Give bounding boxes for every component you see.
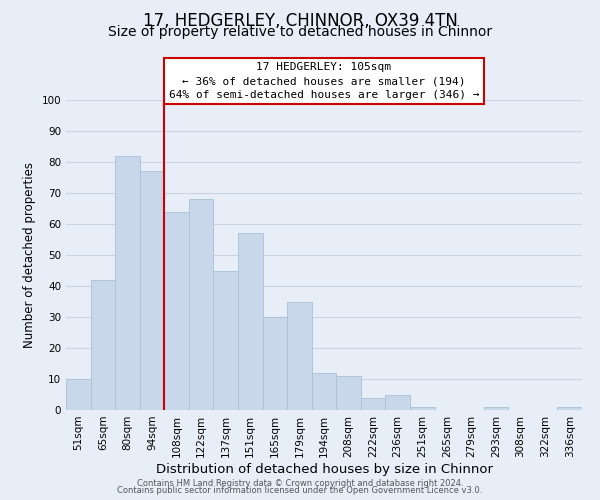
Bar [140,172,164,410]
Text: 17 HEDGERLEY: 105sqm
← 36% of detached houses are smaller (194)
64% of semi-deta: 17 HEDGERLEY: 105sqm ← 36% of detached h… [169,62,479,100]
Bar [115,156,140,410]
Bar [238,234,263,410]
Text: Contains public sector information licensed under the Open Government Licence v3: Contains public sector information licen… [118,486,482,495]
Bar [66,379,91,410]
Bar [214,270,238,410]
Bar [361,398,385,410]
Bar [287,302,312,410]
X-axis label: Distribution of detached houses by size in Chinnor: Distribution of detached houses by size … [155,462,493,475]
Bar [410,407,434,410]
Bar [557,407,582,410]
Bar [189,199,214,410]
Bar [385,394,410,410]
Text: 17, HEDGERLEY, CHINNOR, OX39 4TN: 17, HEDGERLEY, CHINNOR, OX39 4TN [143,12,457,30]
Text: Contains HM Land Registry data © Crown copyright and database right 2024.: Contains HM Land Registry data © Crown c… [137,478,463,488]
Y-axis label: Number of detached properties: Number of detached properties [23,162,36,348]
Bar [484,407,508,410]
Bar [164,212,189,410]
Bar [91,280,115,410]
Bar [263,317,287,410]
Text: Size of property relative to detached houses in Chinnor: Size of property relative to detached ho… [108,25,492,39]
Bar [336,376,361,410]
Bar [312,373,336,410]
